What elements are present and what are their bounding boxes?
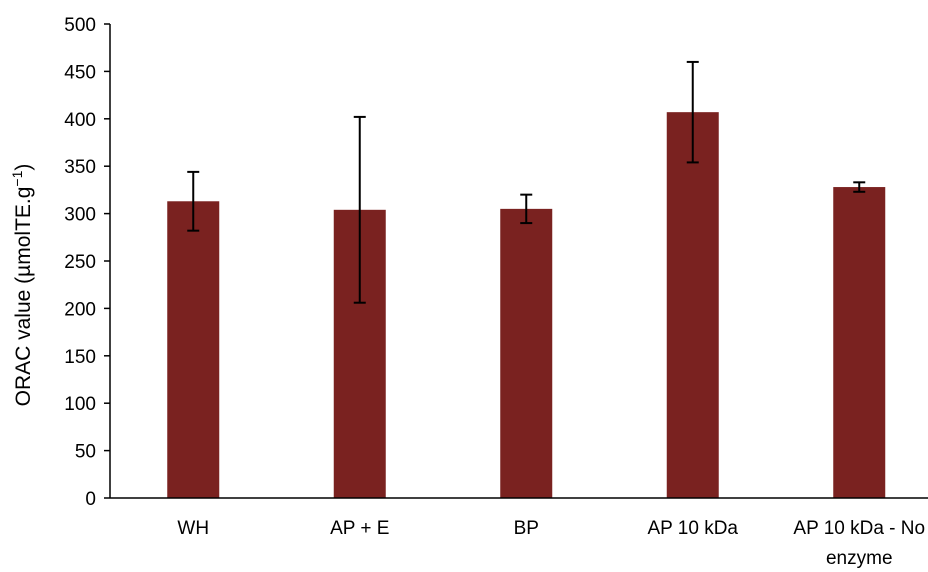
- y-tick-label: 400: [64, 110, 96, 131]
- x-category-label: BP: [514, 518, 539, 539]
- y-axis-title-main: ORAC value (µmolTE.g: [12, 187, 35, 407]
- x-category-label: AP + E: [330, 518, 389, 539]
- y-axis-title-close: ): [12, 164, 35, 171]
- error-bar-1: [353, 115, 366, 304]
- x-category-labels: WH AP + E BP AP 10 kDa AP 10 kDa - No enzyme: [177, 518, 925, 569]
- y-axis-title-superscript: −1: [9, 170, 25, 186]
- error-bar-0: [187, 170, 200, 232]
- error-bar-4: [853, 181, 866, 193]
- y-tick-label: 0: [85, 489, 96, 510]
- y-tick-label: 50: [75, 442, 96, 463]
- error-bar-2: [520, 193, 533, 225]
- x-category-label-line: enzyme: [826, 548, 893, 569]
- x-category-label: AP 10 kDa - No enzyme: [793, 518, 925, 569]
- x-category-label-line: AP 10 kDa: [648, 518, 739, 539]
- x-category-label-line: AP 10 kDa - No: [793, 518, 925, 539]
- y-tick-label: 500: [64, 15, 96, 36]
- y-tick-label: 200: [64, 299, 96, 320]
- y-tick-label: 100: [64, 394, 96, 415]
- x-category-label-line: AP + E: [330, 518, 389, 539]
- y-tick-label: 250: [64, 252, 96, 273]
- x-category-label-line: WH: [177, 518, 209, 539]
- bars-layer: [167, 112, 886, 499]
- error-bars-layer: [187, 60, 866, 304]
- bar-3: [666, 112, 719, 498]
- x-category-label-line: BP: [514, 518, 539, 539]
- y-tick-label: 450: [64, 62, 96, 83]
- y-tick-label: 350: [64, 157, 96, 178]
- y-tick-label: 300: [64, 205, 96, 226]
- x-category-label: WH: [177, 518, 209, 539]
- y-axis-title: ORAC value (µmolTE.g−1): [9, 164, 35, 407]
- bar-4: [833, 187, 886, 498]
- y-tick-labels: 0 50 100 150 200 250 300 350 400 450 500: [64, 15, 96, 510]
- error-bar-3: [686, 60, 699, 164]
- axes-layer: [104, 23, 928, 499]
- bar-0: [167, 201, 220, 498]
- bar-2: [500, 208, 553, 499]
- x-category-label: AP 10 kDa: [648, 518, 739, 539]
- y-tick-label: 150: [64, 347, 96, 368]
